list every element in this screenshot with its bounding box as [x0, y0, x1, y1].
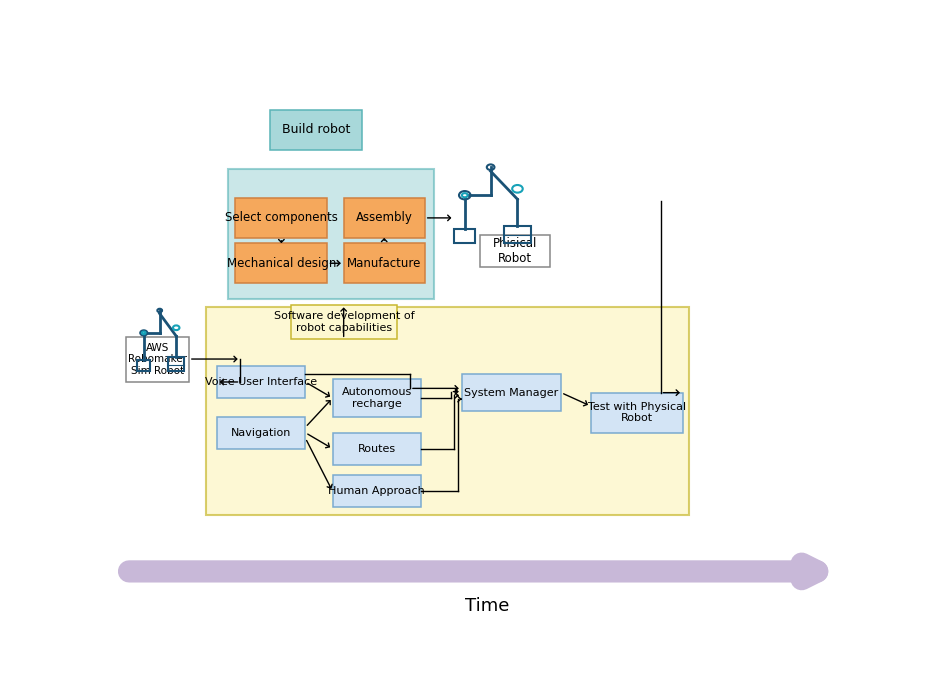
- Bar: [455, 229, 476, 243]
- Bar: [137, 360, 150, 371]
- Bar: [168, 357, 184, 371]
- Bar: [504, 226, 531, 243]
- FancyBboxPatch shape: [235, 243, 327, 283]
- Text: Human Approach: Human Approach: [328, 486, 425, 496]
- FancyBboxPatch shape: [333, 379, 421, 416]
- FancyBboxPatch shape: [343, 198, 425, 238]
- Text: Routes: Routes: [358, 444, 396, 454]
- Text: Voice User Interface: Voice User Interface: [205, 377, 318, 387]
- Text: Select components: Select components: [225, 211, 338, 225]
- FancyBboxPatch shape: [217, 416, 305, 448]
- FancyBboxPatch shape: [126, 337, 189, 382]
- Text: Mechanical design: Mechanical design: [226, 256, 336, 270]
- FancyBboxPatch shape: [205, 307, 689, 516]
- Text: AWS
Robomaker
Sim Robot: AWS Robomaker Sim Robot: [128, 343, 187, 376]
- Text: Software development of
robot capabilities: Software development of robot capabiliti…: [274, 311, 415, 333]
- Text: Time: Time: [465, 597, 510, 615]
- FancyBboxPatch shape: [333, 432, 421, 465]
- Text: Test with Physical
Robot: Test with Physical Robot: [588, 402, 686, 423]
- Text: Manufacture: Manufacture: [347, 256, 421, 270]
- Text: System Manager: System Manager: [464, 387, 558, 398]
- FancyBboxPatch shape: [461, 374, 561, 412]
- FancyBboxPatch shape: [217, 366, 305, 398]
- FancyBboxPatch shape: [228, 168, 435, 299]
- Text: Assembly: Assembly: [356, 211, 413, 225]
- Text: Phisical
Robot: Phisical Robot: [493, 237, 537, 265]
- FancyBboxPatch shape: [235, 198, 327, 238]
- Text: Navigation: Navigation: [231, 428, 291, 438]
- FancyBboxPatch shape: [291, 305, 398, 340]
- FancyBboxPatch shape: [480, 235, 550, 267]
- FancyBboxPatch shape: [591, 393, 683, 432]
- FancyBboxPatch shape: [333, 475, 421, 507]
- FancyBboxPatch shape: [343, 243, 425, 283]
- Circle shape: [142, 332, 146, 334]
- Text: Autonomous
recharge: Autonomous recharge: [341, 387, 412, 409]
- FancyBboxPatch shape: [270, 109, 362, 150]
- Text: Build robot: Build robot: [281, 123, 350, 137]
- Circle shape: [462, 193, 468, 198]
